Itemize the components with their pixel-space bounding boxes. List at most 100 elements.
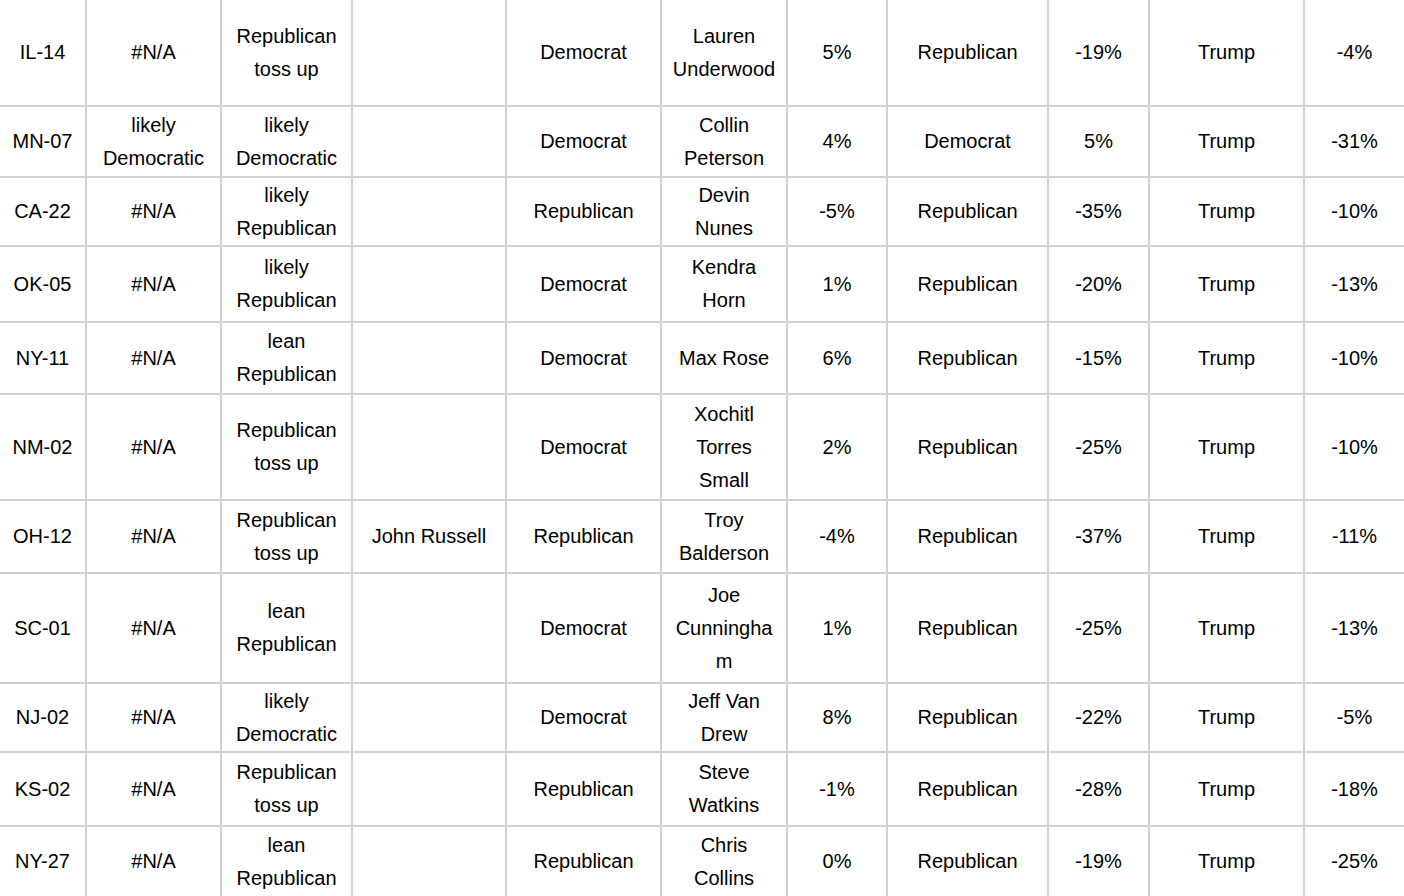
spreadsheet-cell-r8-c5[interactable]: Democrat [506, 573, 661, 683]
spreadsheet-cell-r5-c11[interactable]: -10% [1304, 322, 1404, 394]
spreadsheet-cell-r5-c2[interactable]: #N/A [86, 322, 221, 394]
spreadsheet-cell-r5-c4[interactable] [352, 322, 506, 394]
spreadsheet-cell-r8-c11[interactable]: -13% [1304, 573, 1404, 683]
spreadsheet-cell-r7-c7[interactable]: -4% [787, 500, 887, 573]
spreadsheet-cell-r3-c8[interactable]: Republican [887, 177, 1048, 246]
spreadsheet-cell-r6-c7[interactable]: 2% [787, 394, 887, 500]
spreadsheet-cell-r5-c3[interactable]: lean Republican [221, 322, 352, 394]
spreadsheet-cell-r6-c2[interactable]: #N/A [86, 394, 221, 500]
spreadsheet-cell-r10-c8[interactable]: Republican [887, 752, 1048, 826]
spreadsheet-cell-r4-c8[interactable]: Republican [887, 246, 1048, 322]
spreadsheet-cell-r8-c3[interactable]: lean Republican [221, 573, 352, 683]
spreadsheet-cell-r2-c11[interactable]: -31% [1304, 106, 1404, 177]
spreadsheet-cell-r6-c5[interactable]: Democrat [506, 394, 661, 500]
spreadsheet-cell-r11-c7[interactable]: 0% [787, 826, 887, 896]
spreadsheet-cell-r1-c8[interactable]: Republican [887, 0, 1048, 106]
spreadsheet-cell-r9-c4[interactable] [352, 683, 506, 752]
spreadsheet-cell-r6-c3[interactable]: Republican toss up [221, 394, 352, 500]
spreadsheet-cell-r4-c2[interactable]: #N/A [86, 246, 221, 322]
spreadsheet-cell-r6-c11[interactable]: -10% [1304, 394, 1404, 500]
spreadsheet-cell-r5-c9[interactable]: -15% [1048, 322, 1149, 394]
spreadsheet-cell-r6-c6[interactable]: Xochitl Torres Small [661, 394, 787, 500]
spreadsheet-cell-r6-c9[interactable]: -25% [1048, 394, 1149, 500]
spreadsheet-cell-r1-c7[interactable]: 5% [787, 0, 887, 106]
spreadsheet-cell-r11-c1[interactable]: NY-27 [0, 826, 86, 896]
spreadsheet-cell-r6-c8[interactable]: Republican [887, 394, 1048, 500]
spreadsheet-cell-r7-c9[interactable]: -37% [1048, 500, 1149, 573]
spreadsheet-cell-r5-c10[interactable]: Trump [1149, 322, 1304, 394]
spreadsheet-cell-r7-c1[interactable]: OH-12 [0, 500, 86, 573]
spreadsheet-cell-r11-c2[interactable]: #N/A [86, 826, 221, 896]
spreadsheet-cell-r4-c6[interactable]: Kendra Horn [661, 246, 787, 322]
spreadsheet-cell-r4-c3[interactable]: likely Republican [221, 246, 352, 322]
spreadsheet-cell-r11-c8[interactable]: Republican [887, 826, 1048, 896]
spreadsheet-cell-r11-c5[interactable]: Republican [506, 826, 661, 896]
spreadsheet-cell-r9-c5[interactable]: Democrat [506, 683, 661, 752]
spreadsheet-cell-r7-c10[interactable]: Trump [1149, 500, 1304, 573]
spreadsheet-cell-r11-c3[interactable]: lean Republican [221, 826, 352, 896]
spreadsheet-cell-r4-c7[interactable]: 1% [787, 246, 887, 322]
spreadsheet-cell-r2-c9[interactable]: 5% [1048, 106, 1149, 177]
spreadsheet-cell-r5-c1[interactable]: NY-11 [0, 322, 86, 394]
spreadsheet-cell-r8-c8[interactable]: Republican [887, 573, 1048, 683]
spreadsheet-cell-r4-c5[interactable]: Democrat [506, 246, 661, 322]
spreadsheet-cell-r3-c9[interactable]: -35% [1048, 177, 1149, 246]
spreadsheet-cell-r10-c5[interactable]: Republican [506, 752, 661, 826]
spreadsheet-cell-r3-c6[interactable]: Devin Nunes [661, 177, 787, 246]
spreadsheet-cell-r2-c10[interactable]: Trump [1149, 106, 1304, 177]
spreadsheet-cell-r1-c6[interactable]: Lauren Underwood [661, 0, 787, 106]
spreadsheet-cell-r3-c4[interactable] [352, 177, 506, 246]
spreadsheet-cell-r2-c4[interactable] [352, 106, 506, 177]
spreadsheet-cell-r10-c7[interactable]: -1% [787, 752, 887, 826]
spreadsheet-cell-r11-c11[interactable]: -25% [1304, 826, 1404, 896]
spreadsheet-cell-r8-c1[interactable]: SC-01 [0, 573, 86, 683]
spreadsheet-cell-r9-c6[interactable]: Jeff Van Drew [661, 683, 787, 752]
spreadsheet-cell-r1-c2[interactable]: #N/A [86, 0, 221, 106]
spreadsheet-cell-r2-c8[interactable]: Democrat [887, 106, 1048, 177]
spreadsheet-cell-r11-c4[interactable] [352, 826, 506, 896]
spreadsheet-cell-r3-c5[interactable]: Republican [506, 177, 661, 246]
spreadsheet-cell-r4-c10[interactable]: Trump [1149, 246, 1304, 322]
spreadsheet-cell-r1-c5[interactable]: Democrat [506, 0, 661, 106]
spreadsheet-cell-r9-c7[interactable]: 8% [787, 683, 887, 752]
spreadsheet-cell-r11-c10[interactable]: Trump [1149, 826, 1304, 896]
spreadsheet-cell-r9-c1[interactable]: NJ-02 [0, 683, 86, 752]
spreadsheet-cell-r1-c4[interactable] [352, 0, 506, 106]
spreadsheet-cell-r7-c2[interactable]: #N/A [86, 500, 221, 573]
spreadsheet-cell-r9-c10[interactable]: Trump [1149, 683, 1304, 752]
spreadsheet-cell-r7-c8[interactable]: Republican [887, 500, 1048, 573]
spreadsheet-cell-r2-c1[interactable]: MN-07 [0, 106, 86, 177]
spreadsheet-cell-r8-c10[interactable]: Trump [1149, 573, 1304, 683]
spreadsheet-cell-r7-c4[interactable]: John Russell [352, 500, 506, 573]
spreadsheet-cell-r4-c1[interactable]: OK-05 [0, 246, 86, 322]
spreadsheet-cell-r8-c9[interactable]: -25% [1048, 573, 1149, 683]
spreadsheet-cell-r3-c10[interactable]: Trump [1149, 177, 1304, 246]
spreadsheet-cell-r2-c3[interactable]: likely Democratic [221, 106, 352, 177]
spreadsheet-cell-r7-c6[interactable]: Troy Balderson [661, 500, 787, 573]
spreadsheet-cell-r10-c3[interactable]: Republican toss up [221, 752, 352, 826]
spreadsheet-cell-r5-c5[interactable]: Democrat [506, 322, 661, 394]
spreadsheet-cell-r6-c10[interactable]: Trump [1149, 394, 1304, 500]
spreadsheet-cell-r5-c7[interactable]: 6% [787, 322, 887, 394]
spreadsheet-cell-r1-c9[interactable]: -19% [1048, 0, 1149, 106]
spreadsheet-cell-r4-c11[interactable]: -13% [1304, 246, 1404, 322]
spreadsheet-cell-r7-c5[interactable]: Republican [506, 500, 661, 573]
spreadsheet-cell-r10-c2[interactable]: #N/A [86, 752, 221, 826]
spreadsheet-cell-r4-c4[interactable] [352, 246, 506, 322]
spreadsheet-cell-r9-c8[interactable]: Republican [887, 683, 1048, 752]
spreadsheet-cell-r2-c7[interactable]: 4% [787, 106, 887, 177]
spreadsheet-cell-r2-c2[interactable]: likely Democratic [86, 106, 221, 177]
spreadsheet-cell-r3-c7[interactable]: -5% [787, 177, 887, 246]
spreadsheet-cell-r11-c9[interactable]: -19% [1048, 826, 1149, 896]
spreadsheet-cell-r1-c1[interactable]: IL-14 [0, 0, 86, 106]
spreadsheet-cell-r1-c10[interactable]: Trump [1149, 0, 1304, 106]
spreadsheet-cell-r2-c5[interactable]: Democrat [506, 106, 661, 177]
spreadsheet-cell-r3-c3[interactable]: likely Republican [221, 177, 352, 246]
spreadsheet-cell-r9-c11[interactable]: -5% [1304, 683, 1404, 752]
spreadsheet-cell-r10-c4[interactable] [352, 752, 506, 826]
spreadsheet-cell-r6-c1[interactable]: NM-02 [0, 394, 86, 500]
spreadsheet-cell-r8-c7[interactable]: 1% [787, 573, 887, 683]
spreadsheet-cell-r4-c9[interactable]: -20% [1048, 246, 1149, 322]
spreadsheet-cell-r9-c2[interactable]: #N/A [86, 683, 221, 752]
spreadsheet-cell-r7-c3[interactable]: Republican toss up [221, 500, 352, 573]
